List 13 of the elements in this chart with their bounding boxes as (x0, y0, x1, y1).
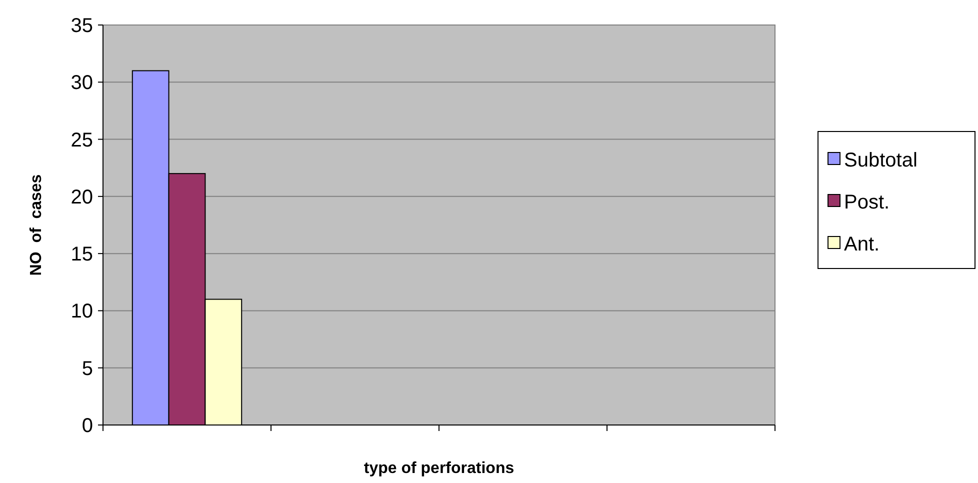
y-tick-label: 15 (70, 244, 93, 266)
legend-label: Ant. (844, 234, 880, 256)
x-axis-title: type of perforations (364, 460, 514, 477)
y-tick-label: 25 (70, 129, 93, 152)
y-tick-label: 0 (82, 415, 93, 437)
legend-label: Subtotal (844, 150, 918, 172)
y-tick-label: 30 (70, 72, 93, 94)
y-tick-label: 20 (70, 186, 93, 208)
y-tick-label: 35 (70, 15, 93, 37)
y-axis-title: NO of cases (28, 174, 45, 276)
legend-label: Post. (844, 192, 890, 214)
y-tick-label: 10 (70, 300, 93, 323)
y-tick-label: 5 (82, 358, 93, 380)
